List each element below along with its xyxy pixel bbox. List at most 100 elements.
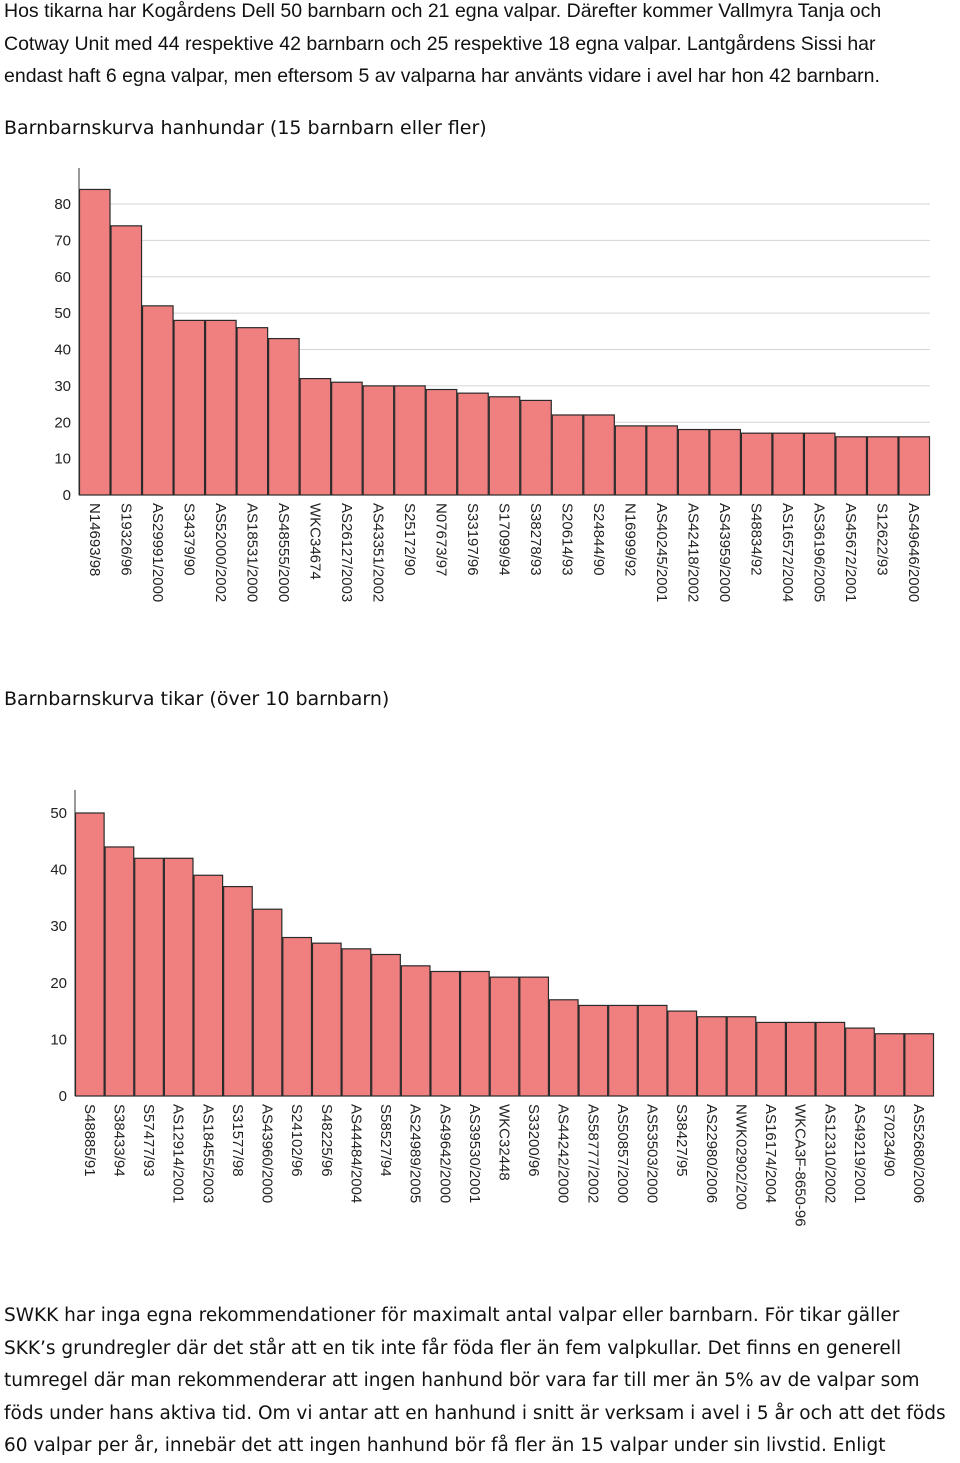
bar (614, 425, 647, 496)
x-tick-label: S48885/91 (81, 1104, 98, 1177)
x-tick-label: AS49642/2000 (436, 1104, 453, 1203)
bar (726, 1016, 757, 1097)
x-tick-label: S34379/90 (180, 503, 197, 576)
bar (268, 337, 300, 496)
bar (163, 857, 194, 1097)
x-tick-label: N16999/92 (622, 503, 639, 576)
bar (74, 812, 105, 1097)
x-tick-label: S12622/93 (874, 503, 891, 576)
x-tick-label: AS52000/2002 (212, 503, 229, 602)
x-tick-label: NWK02902/200 (732, 1104, 749, 1210)
intro-line: Hos tikarna har Kogårdens Dell 50 barnba… (4, 0, 882, 22)
bar (583, 414, 615, 496)
x-tick-label: WKCA3F-8650-96 (792, 1104, 809, 1227)
x-tick-label: AS53503/2000 (644, 1104, 661, 1203)
bar (815, 1021, 846, 1097)
x-tick-label: AS44242/2000 (555, 1104, 572, 1203)
x-tick-label: S25172/90 (401, 503, 418, 576)
x-tick-label: S19326/96 (117, 503, 134, 576)
bar (874, 1033, 905, 1097)
y-tick-label: 40 (54, 342, 71, 359)
bar (457, 392, 489, 496)
x-tick-label: S38278/93 (527, 503, 544, 576)
bar (104, 846, 135, 1097)
x-tick-label: N07673/97 (432, 503, 449, 576)
bar (608, 1004, 638, 1097)
x-tick-label: AS52680/2006 (910, 1104, 927, 1203)
bar (551, 414, 584, 496)
x-tick-label: AS36196/2005 (811, 503, 828, 602)
y-tick-label: 70 (54, 232, 71, 249)
x-tick-label: S38433/94 (110, 1104, 127, 1177)
bar (845, 1027, 875, 1097)
x-tick-label: WKC34674 (306, 503, 323, 580)
intro-line: endast haft 6 egna valpar, men eftersom … (4, 65, 880, 87)
x-tick-label: S24844/90 (590, 503, 607, 576)
bar (740, 432, 773, 496)
x-tick-label: AS44484/2004 (347, 1104, 364, 1203)
x-tick-label: S33197/96 (464, 503, 481, 576)
chart1-heading: Barnbarnskurva hanhundar (15 barnbarn el… (4, 117, 487, 139)
bar (520, 399, 552, 496)
x-tick-label: S70234/90 (881, 1104, 898, 1177)
x-tick-label: S17099/94 (496, 503, 513, 576)
bar (134, 857, 164, 1097)
x-tick-label: AS42418/2002 (685, 503, 702, 602)
y-tick-label: 30 (54, 378, 71, 395)
y-tick-label: 60 (54, 269, 71, 286)
y-tick-label: 0 (63, 487, 71, 504)
bar (299, 378, 332, 496)
x-tick-label: S58527/94 (377, 1104, 394, 1177)
bar (835, 436, 868, 496)
bar (425, 388, 458, 496)
bar (488, 396, 521, 496)
outro-line: 60 valpar per år, innebär det att ingen … (4, 1435, 886, 1456)
bar (709, 428, 741, 496)
x-tick-label: AS18531/2000 (243, 503, 260, 602)
x-tick-label: AS43351/2002 (369, 503, 386, 602)
bar (519, 976, 550, 1097)
bar (236, 327, 269, 496)
bar (904, 1033, 935, 1097)
bar (173, 319, 206, 496)
x-tick-label: AS12310/2002 (821, 1104, 838, 1203)
bar (311, 942, 342, 1097)
x-tick-label: AS26127/2003 (338, 503, 355, 602)
bar (898, 436, 931, 496)
y-tick-label: 10 (50, 1031, 67, 1048)
bar (78, 188, 111, 496)
bar (193, 874, 224, 1097)
x-tick-label: AS12914/2001 (170, 1104, 187, 1203)
bar (400, 965, 431, 1097)
x-tick-label: S48834/92 (748, 503, 765, 576)
y-tick-label: 40 (50, 862, 67, 879)
bar (430, 970, 461, 1097)
bar (223, 885, 253, 1097)
bar (772, 432, 805, 496)
y-tick-label: 20 (54, 414, 71, 431)
bar (282, 936, 313, 1097)
y-tick-label: 0 (59, 1088, 67, 1105)
x-tick-label: AS29991/2000 (149, 503, 166, 602)
bar (341, 948, 372, 1097)
male-grandchildren-bar-chart: 0 10 20 30 40 50 60 70 80 N14693/98 S19326/96 AS299… (54, 168, 931, 602)
x-tick-label: S48225/96 (318, 1104, 335, 1177)
outro-line: SWKK har inga egna rekommendationer för … (4, 1305, 900, 1326)
x-tick-label: AS18455/2003 (199, 1104, 216, 1203)
outro-line: tumregel där man rekommenderar att ingen… (4, 1370, 920, 1391)
bar (331, 381, 363, 496)
x-tick-label: S33200/96 (525, 1104, 542, 1177)
y-tick-label: 50 (50, 805, 67, 822)
bar (489, 976, 520, 1097)
x-tick-label: AS43959/2000 (716, 503, 733, 602)
x-tick-label: AS58777/2002 (584, 1104, 601, 1203)
chart2-heading: Barnbarnskurva tikar (över 10 barnbarn) (4, 688, 390, 710)
bar (637, 1004, 668, 1097)
x-tick-label: AS45672/2001 (842, 503, 859, 602)
x-tick-label: AS16174/2004 (762, 1104, 779, 1203)
outro-paragraph: SWKK har inga egna rekommendationer för … (4, 1300, 946, 1463)
bar (362, 385, 395, 496)
bar (677, 428, 710, 496)
bar (578, 1004, 609, 1097)
bar (371, 953, 401, 1097)
